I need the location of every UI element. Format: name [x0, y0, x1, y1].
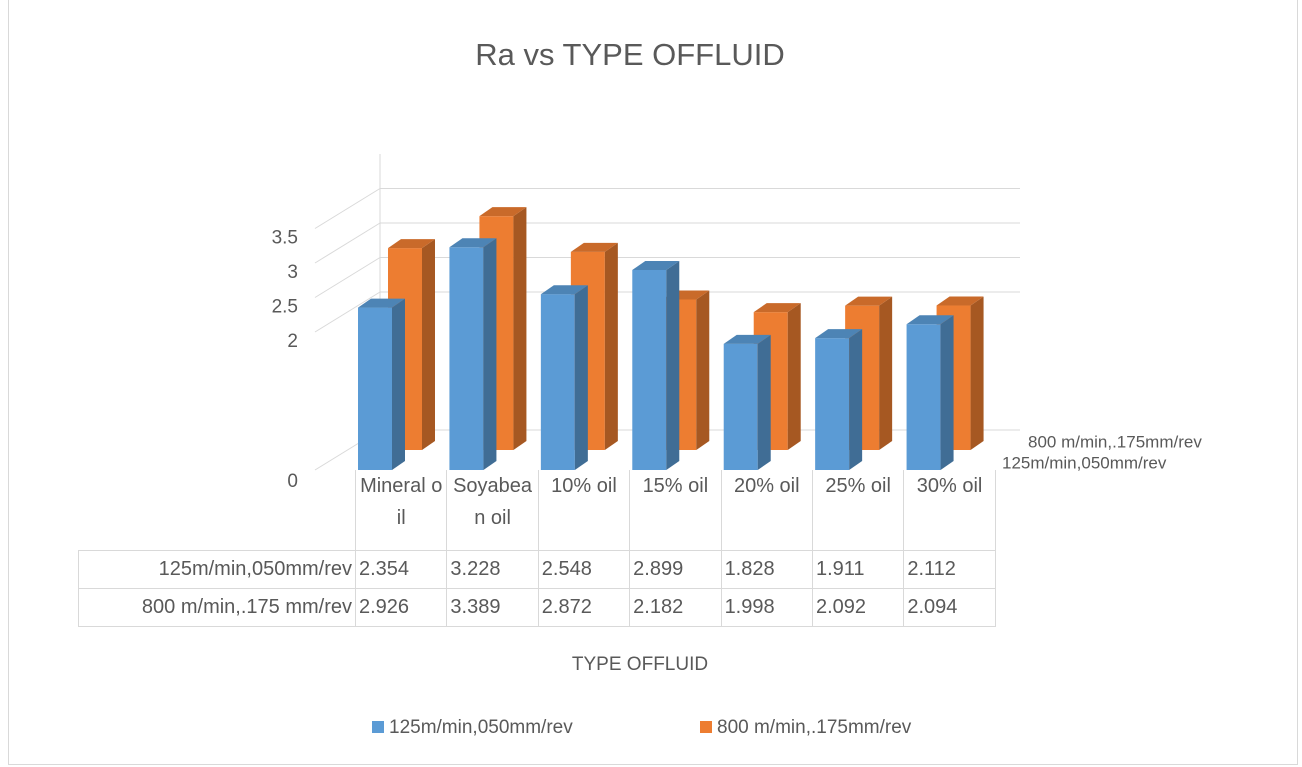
bar-side: [574, 285, 588, 470]
table-cell: 800 m/min,.175 mm/rev: [78, 587, 356, 627]
bar: [358, 298, 405, 470]
bar: [906, 315, 954, 470]
y-tick-label: 3: [287, 262, 298, 283]
bar-front: [906, 324, 941, 470]
bar-side: [483, 238, 497, 470]
bar-side: [849, 329, 863, 470]
bar-top: [845, 296, 893, 306]
bar-side: [879, 296, 893, 450]
table-cell: Mineral oil: [354, 470, 448, 551]
bar: [723, 334, 771, 470]
bar-side: [970, 296, 984, 450]
bar-top: [815, 329, 863, 339]
table-cell: 2.548: [537, 549, 631, 589]
bar-side: [787, 303, 801, 450]
y-tick-label: 2.5: [272, 297, 298, 318]
table-cell: 15% oil: [629, 470, 722, 551]
table-cell: 30% oil: [903, 470, 996, 551]
bar-front: [723, 343, 758, 470]
table-row: 125m/min,050mm/rev 2.354 3.228 2.548 2.899 1.…: [78, 549, 996, 589]
table-cell: 2.094: [903, 587, 996, 627]
grid-line: [314, 222, 381, 264]
table-row: Mineral oil Soyabean oil 10% oil 15% oil 20%…: [79, 470, 996, 551]
table-cell: 125m/min,050mm/rev: [78, 549, 356, 589]
bar-top: [540, 285, 588, 295]
legend-swatch: [372, 721, 384, 733]
data-table: Mineral oil Soyabean oil 10% oil 15% oil 20%…: [78, 470, 996, 627]
table-cell: 2.872: [537, 587, 631, 627]
table-cell: 2.182: [629, 587, 722, 627]
bar: [540, 285, 588, 470]
bar-side: [513, 207, 527, 450]
bar-top: [753, 303, 801, 313]
bar-top: [906, 315, 954, 325]
table-cell: 1.911: [811, 549, 905, 589]
table-cell: 1.828: [720, 549, 813, 589]
table-cell: 2.112: [903, 549, 996, 589]
bar-top: [479, 207, 527, 217]
table-cell: 3.389: [446, 587, 539, 627]
table-cell: 20% oil: [720, 470, 813, 551]
y-tick-label: 3.5: [272, 228, 298, 249]
bar-side: [757, 334, 771, 470]
bar-top: [388, 239, 435, 249]
bar-side: [666, 260, 680, 470]
bar-top: [632, 260, 680, 270]
bar-front: [449, 247, 484, 470]
table-cell: [79, 470, 356, 550]
chart-title: Ra vs TYPE OFFLUID: [475, 37, 785, 72]
bar-side: [392, 298, 405, 470]
bar-top: [723, 334, 771, 344]
bar-side: [422, 239, 435, 450]
bar-front: [632, 269, 667, 470]
bar-front: [540, 294, 575, 470]
bar-top: [936, 296, 984, 306]
table-cell: 2.899: [629, 549, 722, 589]
grid-line: [314, 188, 381, 229]
table-cell: 10% oil: [537, 470, 631, 551]
table-cell: Soyabean oil: [446, 470, 539, 551]
chart-frame: [8, 0, 1298, 765]
depth-label: 800 m/min,.175mm/rev: [1028, 432, 1202, 451]
table-row: 800 m/min,.175 mm/rev 2.926 3.389 2.872 2.18…: [78, 587, 996, 627]
bar-top: [358, 298, 405, 308]
bar: [449, 238, 497, 470]
y-tick-label: 0: [287, 471, 298, 492]
depth-label: 125m/min,050mm/rev: [1002, 453, 1167, 472]
x-axis-title: TYPE OFFLUID: [572, 654, 708, 675]
grid-line: [314, 291, 381, 333]
legend-label: 800 m/min,.175mm/rev: [717, 717, 912, 738]
table-cell: 3.228: [446, 549, 539, 589]
legend-label: 125m/min,050mm/rev: [389, 717, 573, 738]
table-cell: 25% oil: [811, 470, 905, 551]
legend-swatch: [700, 721, 712, 733]
bar-top: [570, 242, 618, 252]
y-tick-label: 2: [287, 331, 298, 352]
bar-front: [358, 307, 392, 470]
table-cell: 2.926: [354, 587, 448, 627]
table-cell: 1.998: [720, 587, 813, 627]
bar-front: [815, 338, 850, 470]
bar-side: [604, 242, 618, 450]
bar-side: [696, 290, 710, 450]
grid-line: [314, 257, 381, 298]
bar: [632, 260, 680, 470]
table-cell: 2.354: [354, 549, 448, 589]
bar: [815, 329, 863, 470]
bar-top: [449, 238, 497, 248]
table-cell: 2.092: [811, 587, 905, 627]
bar-side: [940, 315, 954, 470]
